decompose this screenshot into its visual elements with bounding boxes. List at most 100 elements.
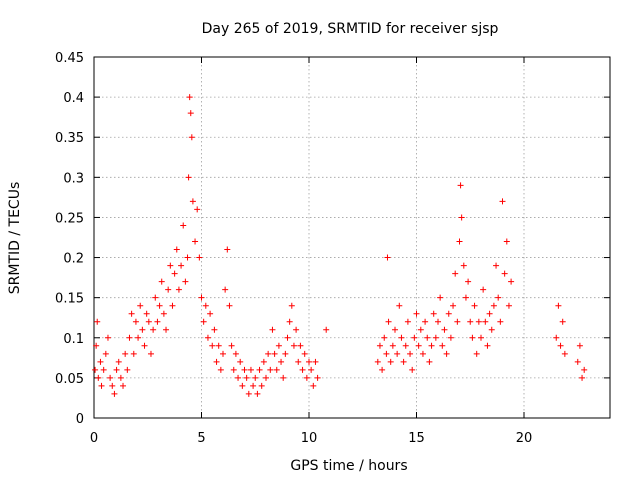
data-point <box>495 294 502 301</box>
data-point <box>167 262 174 269</box>
data-point <box>454 318 461 325</box>
data-point <box>284 334 291 341</box>
data-point <box>202 302 209 309</box>
data-point <box>299 366 306 373</box>
data-point <box>579 374 586 381</box>
x-tick-label: 20 <box>516 431 533 446</box>
x-tick-label: 0 <box>90 431 98 446</box>
data-point <box>574 358 581 365</box>
data-point <box>392 326 398 333</box>
data-point <box>104 334 111 341</box>
data-point <box>293 326 300 333</box>
data-point <box>102 350 109 357</box>
data-point <box>379 366 386 373</box>
data-point <box>139 326 146 333</box>
data-point <box>165 286 172 293</box>
data-point <box>384 254 391 261</box>
data-point <box>271 350 278 357</box>
data-point <box>220 350 226 357</box>
data-point <box>411 334 418 341</box>
data-point <box>312 358 319 365</box>
data-point <box>128 310 135 317</box>
data-point <box>499 198 506 205</box>
data-point <box>381 334 388 341</box>
data-point <box>445 310 452 317</box>
data-point <box>141 342 148 349</box>
data-point <box>130 350 137 357</box>
data-point <box>111 390 118 397</box>
data-point <box>396 302 403 309</box>
data-point <box>184 254 191 261</box>
data-point <box>209 342 216 349</box>
data-point <box>247 366 254 373</box>
y-tick-label: 0 <box>76 412 84 427</box>
y-tick-label: 0.1 <box>63 332 84 347</box>
data-point <box>424 334 431 341</box>
data-point <box>169 302 176 309</box>
data-point <box>100 366 107 373</box>
data-point <box>505 302 512 309</box>
data-point <box>473 350 480 357</box>
data-point <box>273 366 280 373</box>
data-point <box>243 374 250 381</box>
data-point <box>107 374 114 381</box>
data-point <box>152 294 159 301</box>
data-point <box>135 334 142 341</box>
data-point <box>435 318 441 325</box>
y-tick-label: 0.15 <box>55 292 84 307</box>
data-point <box>323 326 330 333</box>
data-point <box>490 302 497 309</box>
data-point <box>467 318 474 325</box>
data-point <box>93 342 100 349</box>
data-points <box>92 94 588 397</box>
data-point <box>267 366 274 373</box>
data-point <box>222 286 229 293</box>
data-point <box>239 382 246 389</box>
data-point <box>265 350 272 357</box>
data-point <box>154 318 161 325</box>
data-point <box>124 366 131 373</box>
data-point <box>217 366 224 373</box>
data-point <box>263 374 269 381</box>
x-tick-label: 5 <box>197 431 205 446</box>
data-point <box>180 222 187 229</box>
data-point <box>576 342 583 349</box>
data-point <box>409 366 416 373</box>
data-point <box>303 374 310 381</box>
data-point <box>132 318 139 325</box>
data-point <box>286 318 293 325</box>
data-point <box>187 110 194 117</box>
data-point <box>389 342 396 349</box>
plot-area <box>93 56 611 419</box>
data-point <box>194 206 201 213</box>
data-point <box>228 342 235 349</box>
data-point <box>488 326 495 333</box>
data-point <box>290 342 297 349</box>
x-axis-label: GPS time / hours <box>290 458 407 474</box>
data-point <box>278 358 285 365</box>
data-point <box>450 302 457 309</box>
data-point <box>173 246 180 253</box>
data-point <box>415 342 422 349</box>
data-point <box>383 350 390 357</box>
data-point <box>122 350 129 357</box>
data-point <box>207 310 214 317</box>
data-point <box>189 198 196 205</box>
data-point <box>561 350 568 357</box>
data-point <box>308 366 315 373</box>
data-point <box>241 366 248 373</box>
data-point <box>192 238 199 245</box>
y-tick-label: 0.25 <box>55 211 84 226</box>
data-point <box>457 182 464 189</box>
data-point <box>150 326 157 333</box>
y-axis-label: SRMTID / TECUs <box>7 182 23 295</box>
data-point <box>145 318 152 325</box>
data-point <box>503 238 510 245</box>
data-point <box>469 334 476 341</box>
data-point <box>310 382 317 389</box>
data-point <box>158 278 165 285</box>
data-point <box>559 318 566 325</box>
data-point <box>462 294 469 301</box>
data-point <box>171 270 178 277</box>
